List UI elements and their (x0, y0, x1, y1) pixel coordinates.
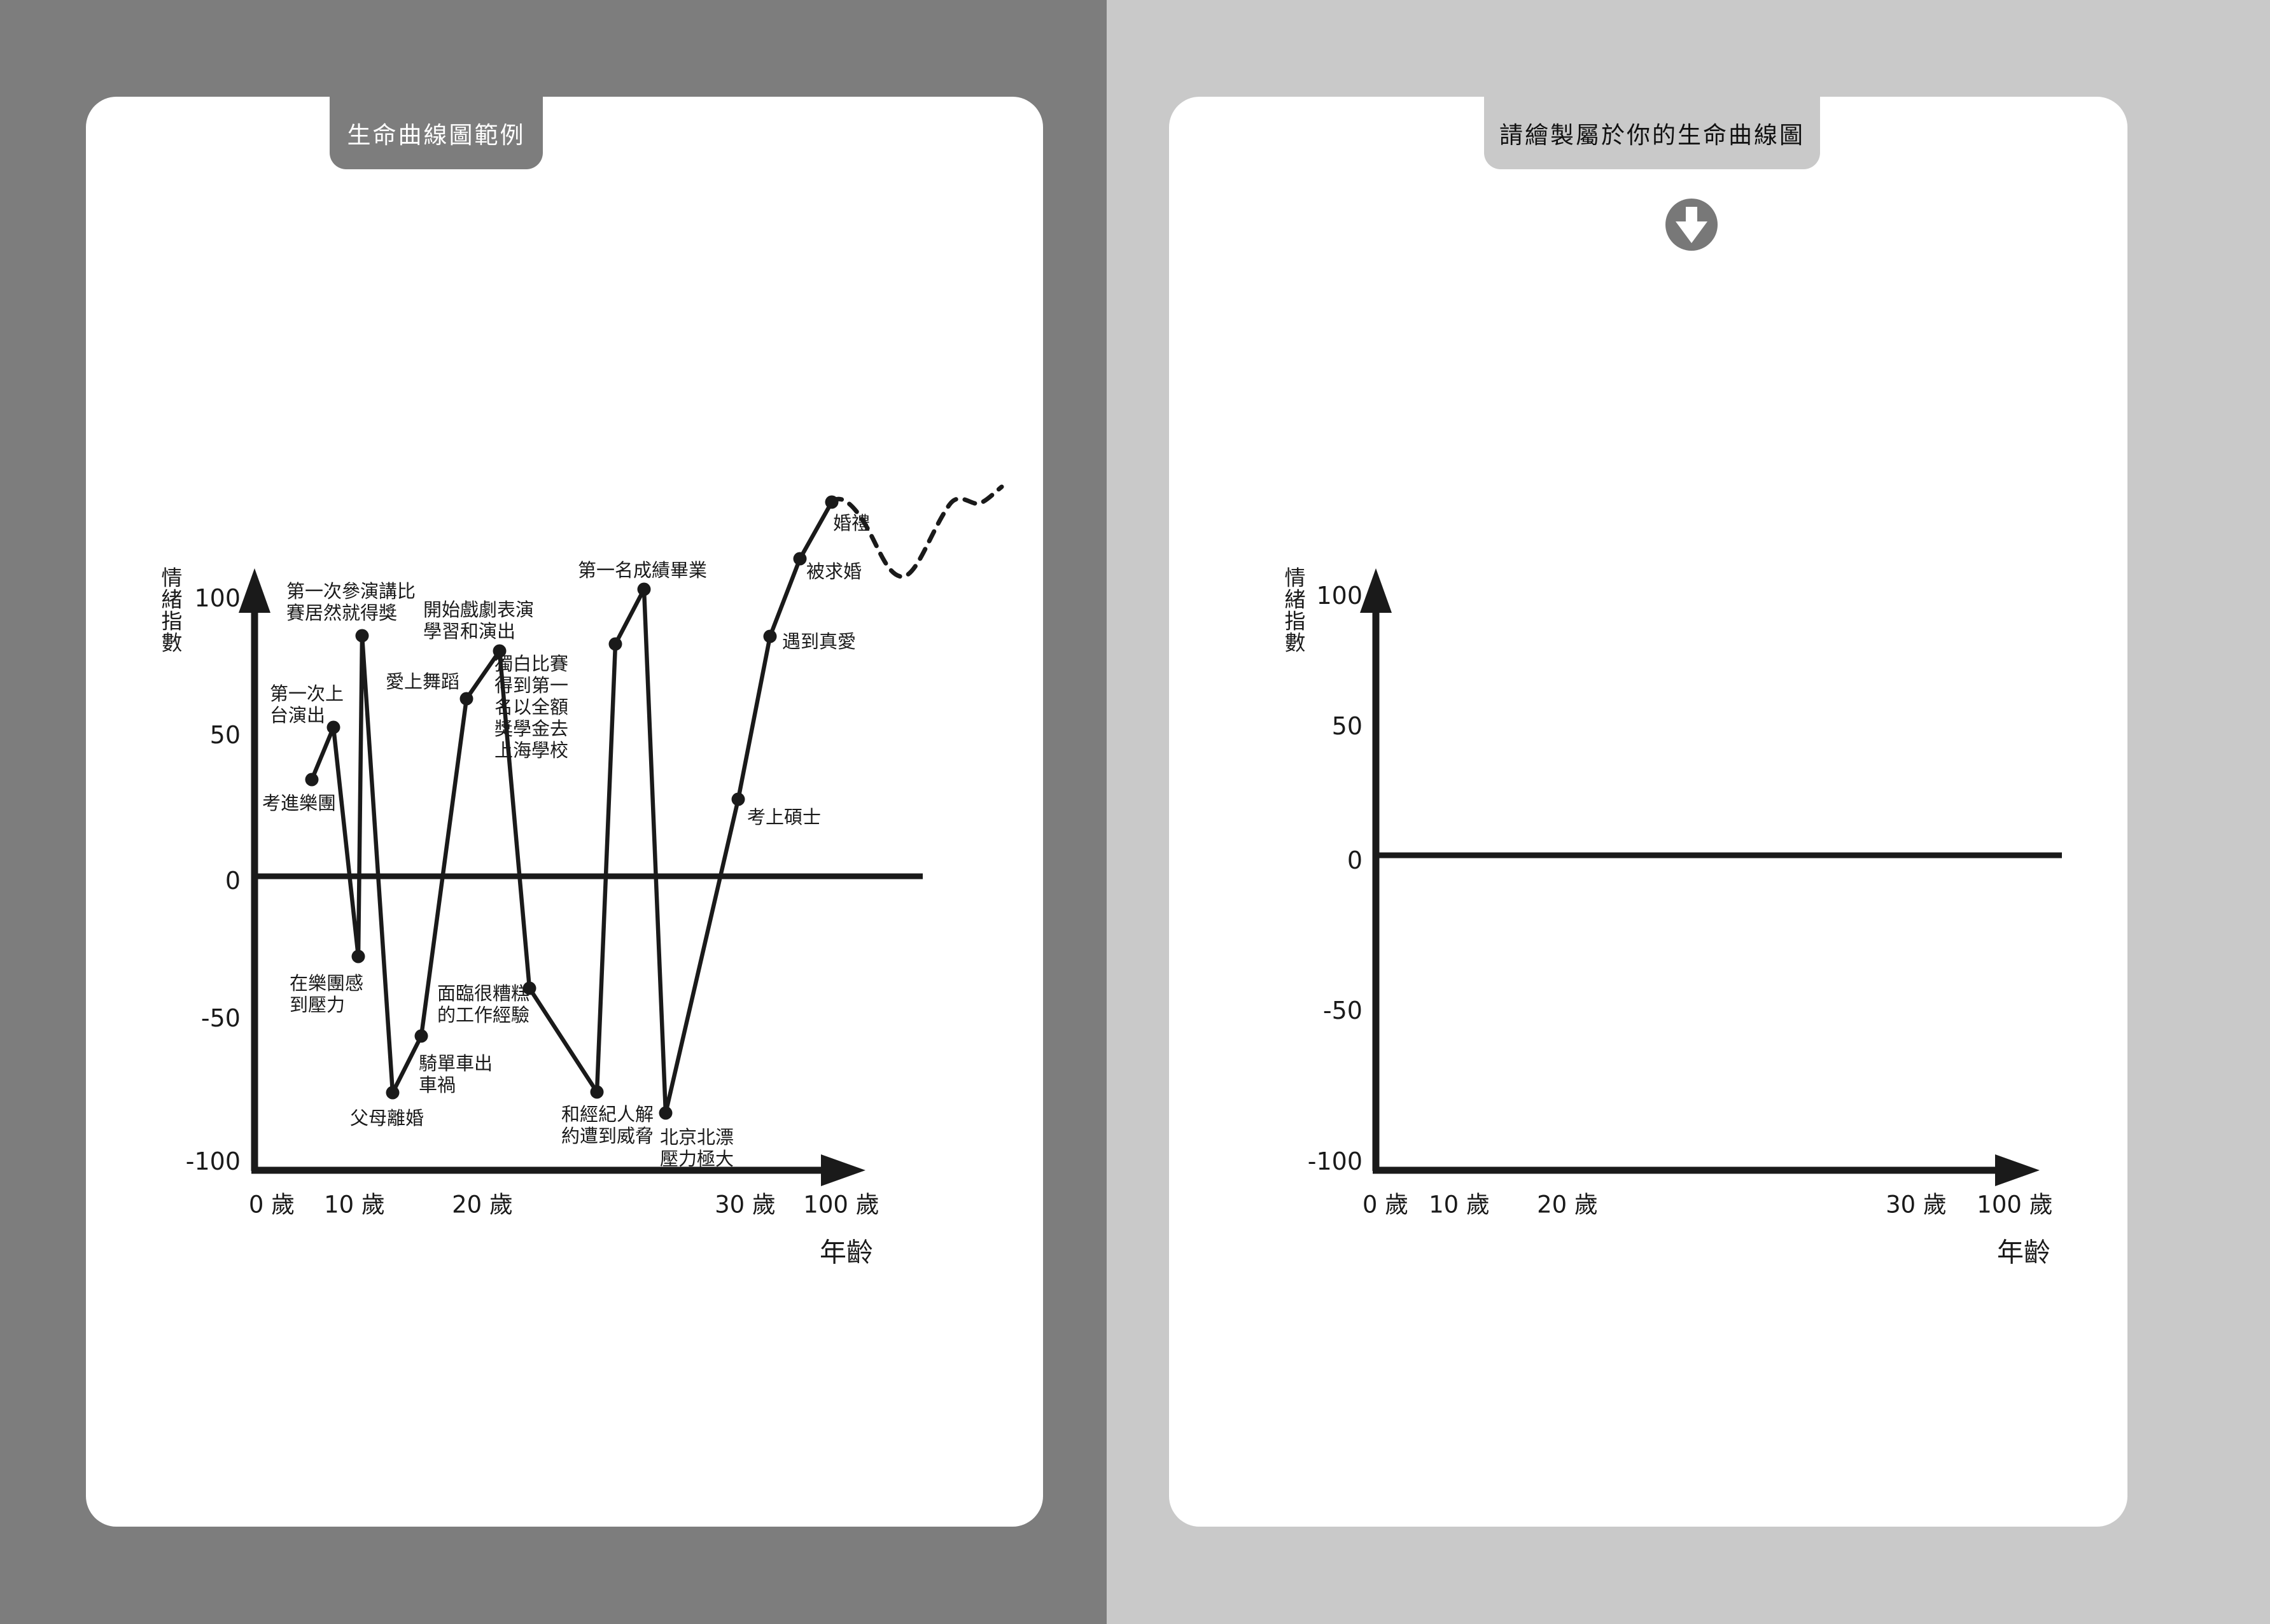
x-tick-label: 30 歲 (715, 1191, 776, 1219)
example-panel-tab: 生命曲線圖範例 (330, 97, 543, 169)
x-axis-arrow (1995, 1154, 2040, 1186)
down-arrow-glyph (1676, 207, 1707, 243)
event-dot (414, 1029, 428, 1043)
event-dot (386, 1086, 400, 1100)
y-tick-label: 100 (1316, 582, 1363, 610)
event-dot (305, 773, 319, 787)
event-label: 遇到真愛 (782, 631, 856, 652)
y-axis-title-char: 緒 (162, 587, 183, 612)
event-label: 壓力極大 (660, 1148, 734, 1170)
practice-panel-tab: 請繪製屬於你的生命曲線圖 (1484, 97, 1820, 169)
y-tick-label: 0 (225, 867, 241, 895)
event-label: 到壓力 (290, 994, 345, 1016)
event-label: 愛上舞蹈 (386, 671, 459, 692)
event-label: 父母離婚 (350, 1107, 424, 1129)
y-axis-title-char: 緒 (1285, 587, 1306, 612)
event-label: 獎學金去 (494, 718, 568, 739)
y-axis-arrow (239, 568, 270, 613)
event-dot (459, 692, 473, 706)
event-dot (493, 644, 507, 658)
event-dot (637, 582, 651, 596)
event-label: 車禍 (419, 1074, 456, 1096)
y-axis-arrow (1360, 568, 1392, 613)
x-tick-label: 10 歲 (1429, 1191, 1490, 1219)
event-label: 學習和演出 (423, 620, 515, 642)
event-label: 第一次上 (270, 683, 344, 704)
event-label: 約遭到威脅 (561, 1125, 654, 1147)
event-label: 得到第一 (494, 675, 568, 696)
x-tick-label: 20 歲 (1537, 1191, 1598, 1219)
event-label: 面臨很糟糕 (437, 983, 529, 1004)
practice-panel (1169, 97, 2127, 1527)
event-dot (731, 792, 745, 806)
y-axis-title-char: 情 (162, 566, 183, 591)
x-tick-label: 10 歲 (324, 1191, 385, 1219)
event-label: 台演出 (270, 704, 325, 726)
event-label: 考進樂團 (262, 792, 336, 814)
drawing-area[interactable] (1387, 573, 2062, 1165)
event-label: 北京北漂 (660, 1126, 734, 1148)
event-dot (351, 949, 365, 963)
x-tick-label: 100 歲 (1977, 1191, 2052, 1219)
example-panel-title: 生命曲線圖範例 (347, 122, 526, 149)
down-arrow-icon (1665, 199, 1718, 251)
y-axis-title-char: 情 (1285, 566, 1306, 591)
event-label: 的工作經驗 (437, 1004, 529, 1026)
y-tick-label: 0 (1347, 846, 1363, 874)
x-axis-arrow (821, 1154, 865, 1186)
event-label: 和經紀人解 (561, 1103, 654, 1125)
event-label: 開始戲劇表演 (423, 599, 534, 620)
x-tick-label: 20 歲 (452, 1191, 513, 1219)
y-tick-label: -100 (186, 1147, 241, 1175)
event-dot (355, 629, 369, 643)
event-dot (659, 1106, 673, 1120)
event-label: 被求婚 (806, 561, 862, 582)
practice-panel-title: 請繪製屬於你的生命曲線圖 (1499, 122, 1805, 149)
event-dot (326, 720, 340, 734)
x-tick-label: 0 歲 (1363, 1191, 1408, 1219)
event-dot (522, 981, 536, 995)
y-tick-label: -50 (1323, 997, 1363, 1025)
y-axis-title-char: 指 (162, 609, 183, 634)
x-tick-label: 30 歲 (1886, 1191, 1947, 1219)
x-axis-title: 年齡 (820, 1237, 873, 1268)
event-label: 騎單車出 (419, 1053, 493, 1074)
y-axis-title-char: 數 (162, 631, 183, 655)
event-label: 考上碩士 (747, 806, 821, 828)
y-axis-title-char: 數 (1285, 631, 1306, 655)
future-curve-dashed (829, 484, 1004, 579)
y-tick-label: 50 (210, 721, 241, 749)
y-tick-label: 50 (1332, 712, 1363, 740)
event-label: 第一次參演講比 (286, 580, 416, 602)
event-dot (763, 629, 777, 643)
event-dot (590, 1085, 604, 1099)
event-dot (793, 552, 807, 566)
x-tick-label: 0 歲 (249, 1191, 295, 1219)
y-tick-label: -50 (201, 1004, 241, 1032)
event-label: 賽居然就得獎 (286, 602, 397, 624)
event-label: 在樂團感 (290, 972, 363, 994)
y-tick-label: -100 (1308, 1147, 1363, 1175)
x-tick-label: 100 歲 (803, 1191, 879, 1219)
y-tick-label: 100 (194, 584, 241, 612)
down-arrow-icon-svg (1665, 199, 1718, 251)
event-label: 第一名成績畢業 (578, 559, 707, 581)
event-label: 獨白比賽 (494, 653, 568, 675)
event-label: 上海學校 (494, 739, 568, 761)
event-dot (608, 637, 622, 651)
example-panel (86, 97, 1043, 1527)
x-axis-title: 年齡 (1997, 1237, 2050, 1268)
y-axis-title-char: 指 (1285, 609, 1306, 634)
event-label: 名以全額 (494, 696, 568, 718)
